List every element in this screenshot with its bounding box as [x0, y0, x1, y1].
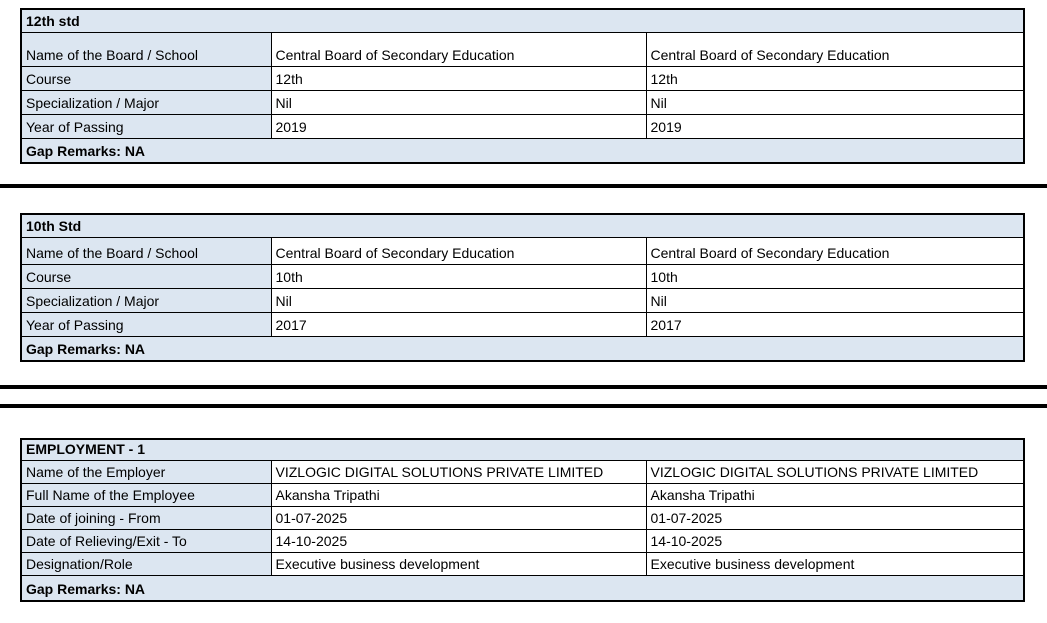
row-value: 14-10-2025 [645, 528, 1025, 553]
row-label: Year of Passing [20, 311, 272, 337]
table-row: Year of Passing 2017 2017 [20, 311, 1025, 337]
row-label: Specialization / Major [20, 89, 272, 115]
row-value: Akansha Tripathi [645, 482, 1025, 507]
row-value: Nil [645, 89, 1025, 115]
row-value: 12th [270, 65, 647, 91]
row-value: Executive business development [270, 551, 647, 576]
row-value: Central Board of Secondary Education [645, 31, 1025, 67]
table-row: Name of the Board / School Central Board… [20, 31, 1025, 67]
row-value: 14-10-2025 [270, 528, 647, 553]
row-value: 01-07-2025 [270, 505, 647, 530]
table-row: Course 12th 12th [20, 65, 1025, 91]
row-value: 10th [270, 263, 647, 289]
row-value: Nil [270, 89, 647, 115]
table-row: Date of joining - From 01-07-2025 01-07-… [20, 505, 1025, 530]
row-label: Date of joining - From [20, 505, 272, 530]
section-divider [0, 404, 1047, 408]
row-label: Designation/Role [20, 551, 272, 576]
row-value: Nil [270, 287, 647, 313]
row-value: VIZLOGIC DIGITAL SOLUTIONS PRIVATE LIMIT… [270, 459, 647, 484]
row-value: Executive business development [645, 551, 1025, 576]
row-value: Akansha Tripathi [270, 482, 647, 507]
row-value: 2017 [270, 311, 647, 337]
table-title-row: EMPLOYMENT - 1 [20, 438, 1025, 461]
row-label: Course [20, 263, 272, 289]
table-row: Name of the Board / School Central Board… [20, 236, 1025, 265]
table-row: Date of Relieving/Exit - To 14-10-2025 1… [20, 528, 1025, 553]
employment-table: EMPLOYMENT - 1 Name of the Employer VIZL… [20, 438, 1026, 602]
table-title: 12th std [20, 8, 1025, 33]
row-label: Year of Passing [20, 113, 272, 139]
table-row: Name of the Employer VIZLOGIC DIGITAL SO… [20, 459, 1025, 484]
table-row: Specialization / Major Nil Nil [20, 287, 1025, 313]
table-row: Course 10th 10th [20, 263, 1025, 289]
gap-remarks: Gap Remarks: NA [20, 574, 1025, 602]
row-value: 2019 [645, 113, 1025, 139]
row-value: VIZLOGIC DIGITAL SOLUTIONS PRIVATE LIMIT… [645, 459, 1025, 484]
table-row: Specialization / Major Nil Nil [20, 89, 1025, 115]
gap-remarks: Gap Remarks: NA [20, 335, 1025, 362]
row-value: 2019 [270, 113, 647, 139]
education-table-10th: 10th Std Name of the Board / School Cent… [20, 213, 1026, 362]
row-value: 10th [645, 263, 1025, 289]
row-label: Course [20, 65, 272, 91]
row-value: 12th [645, 65, 1025, 91]
table-row: Designation/Role Executive business deve… [20, 551, 1025, 576]
table-title-row: 12th std [20, 8, 1025, 33]
gap-remarks-row: Gap Remarks: NA [20, 335, 1025, 362]
section-divider [0, 184, 1047, 188]
row-label: Name of the Board / School [20, 236, 272, 265]
table-row: Full Name of the Employee Akansha Tripat… [20, 482, 1025, 507]
row-label: Name of the Employer [20, 459, 272, 484]
row-value: Nil [645, 287, 1025, 313]
row-label: Specialization / Major [20, 287, 272, 313]
row-label: Full Name of the Employee [20, 482, 272, 507]
table-row: Year of Passing 2019 2019 [20, 113, 1025, 139]
section-divider [0, 385, 1047, 389]
row-value: Central Board of Secondary Education [270, 31, 647, 67]
row-value: 01-07-2025 [645, 505, 1025, 530]
table-title: 10th Std [20, 213, 1025, 238]
gap-remarks-row: Gap Remarks: NA [20, 137, 1025, 164]
row-label: Date of Relieving/Exit - To [20, 528, 272, 553]
row-value: Central Board of Secondary Education [645, 236, 1025, 265]
gap-remarks: Gap Remarks: NA [20, 137, 1025, 164]
row-value: 2017 [645, 311, 1025, 337]
table-title-row: 10th Std [20, 213, 1025, 238]
gap-remarks-row: Gap Remarks: NA [20, 574, 1025, 602]
table-title: EMPLOYMENT - 1 [20, 438, 1025, 461]
row-label: Name of the Board / School [20, 31, 272, 67]
row-value: Central Board of Secondary Education [270, 236, 647, 265]
education-table-12th: 12th std Name of the Board / School Cent… [20, 8, 1026, 164]
